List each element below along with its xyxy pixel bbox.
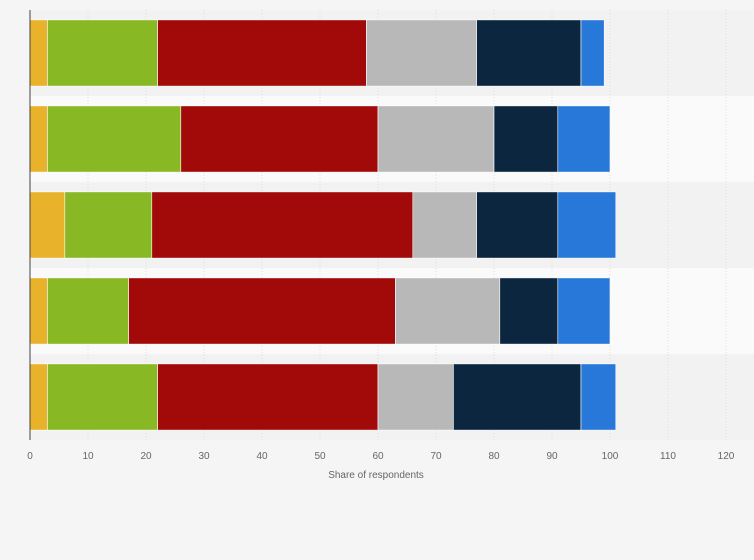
bar-segment-row-2-series-1[interactable] [29,105,48,173]
bar-segment-row-5-series-6[interactable] [580,363,617,431]
bar-segment-row-4-series-6[interactable] [557,277,611,345]
bar-segment-row-1-series-5[interactable] [476,19,582,87]
x-tick-label: 120 [718,451,735,462]
bar-segment-row-1-series-2[interactable] [47,19,158,87]
bar-segment-row-5-series-5[interactable] [453,363,582,431]
bar-segment-row-4-series-1[interactable] [29,277,48,345]
bar-segment-row-3-series-2[interactable] [64,191,153,259]
bar-segment-row-4-series-4[interactable] [395,277,501,345]
x-tick-label: 0 [27,451,33,462]
bar-segment-row-3-series-4[interactable] [412,191,477,259]
x-tick-label: 70 [430,451,442,462]
bar-segment-row-2-series-3[interactable] [180,105,379,173]
bar-segment-row-4-series-2[interactable] [47,277,129,345]
x-tick-label: 30 [198,451,210,462]
x-tick-label: 50 [314,451,326,462]
bar-segment-row-2-series-2[interactable] [47,105,182,173]
x-tick-label: 80 [488,451,500,462]
x-tick-label: 110 [660,451,676,462]
x-tick-label: 40 [256,451,268,462]
x-tick-label: 90 [546,451,558,462]
bar-segment-row-5-series-3[interactable] [157,363,379,431]
bar-segment-row-4-series-5[interactable] [499,277,559,345]
x-tick-label: 100 [602,451,619,462]
bar-segment-row-3-series-5[interactable] [476,191,559,259]
x-tick-label: 60 [372,451,384,462]
bar-segment-row-1-series-3[interactable] [157,19,367,87]
bar-segment-row-3-series-1[interactable] [29,191,66,259]
bar-segment-row-3-series-3[interactable] [151,191,414,259]
bar-segment-row-3-series-6[interactable] [557,191,617,259]
bar-segment-row-5-series-4[interactable] [377,363,454,431]
bar-segment-row-1-series-6[interactable] [580,19,605,87]
bar-segment-row-2-series-6[interactable] [557,105,611,173]
x-axis-title: Share of respondents [328,470,424,481]
x-tick-label: 20 [140,451,152,462]
bar-segment-row-4-series-3[interactable] [128,277,396,345]
bar-segment-row-2-series-5[interactable] [493,105,559,173]
bar-segment-row-5-series-1[interactable] [29,363,48,431]
bar-segment-row-2-series-4[interactable] [377,105,495,173]
bar-segment-row-5-series-2[interactable] [47,363,158,431]
bars-group [29,19,617,431]
bar-segment-row-1-series-1[interactable] [29,19,48,87]
x-axis-ticks: 0 10 20 30 40 50 60 70 80 90 100 110 120 [27,451,735,462]
x-tick-label: 10 [82,451,94,462]
bar-segment-row-1-series-4[interactable] [366,19,477,87]
